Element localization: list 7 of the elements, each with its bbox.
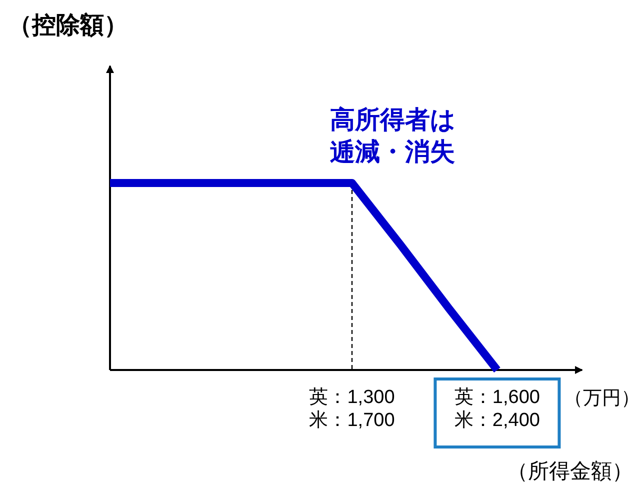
text: 逓減・消失: [329, 138, 455, 166]
x-axis-title: （所得金額）: [507, 460, 633, 483]
x-tick-label: 英：1,300 米：1,700: [309, 387, 395, 431]
text: 高所得者は: [330, 106, 456, 134]
x-tick-label: 英：1,600 米：2,400: [454, 387, 540, 431]
text: （万円）: [564, 388, 640, 409]
text: （控除額）: [8, 12, 128, 39]
